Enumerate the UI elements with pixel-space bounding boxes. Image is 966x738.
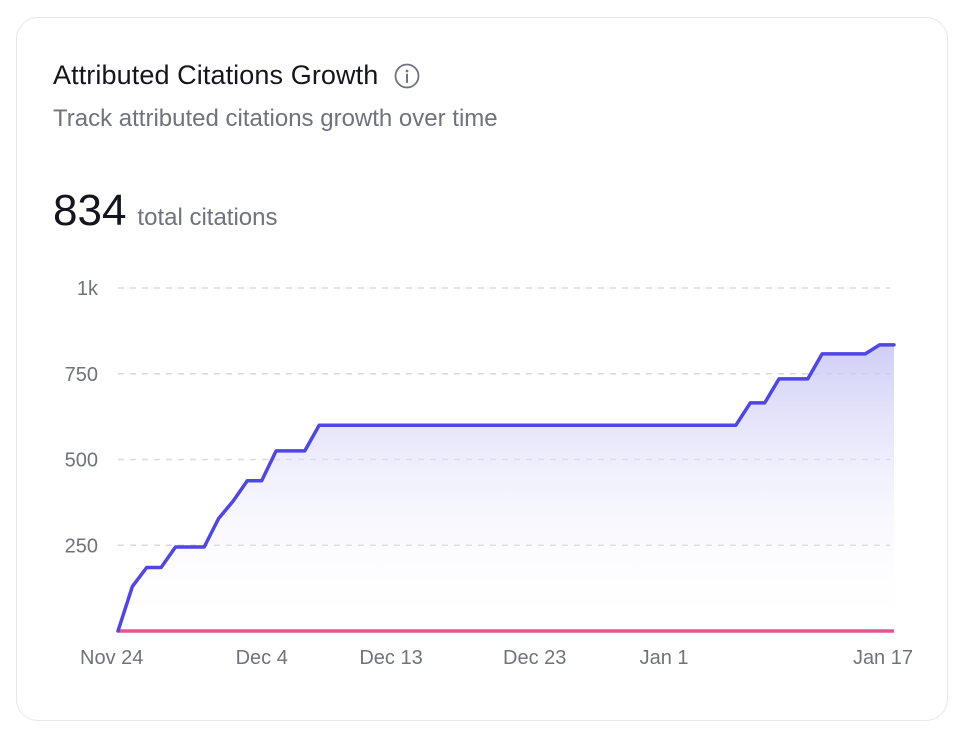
x-tick-label: Jan 17 — [853, 647, 913, 669]
card-subtitle: Track attributed citations growth over t… — [53, 105, 498, 132]
x-tick-label: Dec 4 — [236, 647, 288, 669]
y-axis-ticks: 1k 750 500 250 — [65, 278, 99, 557]
card-title: Attributed Citations Growth — [53, 60, 379, 90]
card-header: Attributed Citations Growth — [53, 60, 420, 91]
y-tick-label: 1k — [77, 278, 99, 300]
info-icon[interactable] — [394, 63, 420, 89]
x-tick-label: Dec 23 — [503, 647, 566, 669]
citations-series-line — [116, 343, 896, 633]
total-citations-label: total citations — [137, 204, 278, 231]
x-tick-label: Jan 1 — [640, 647, 689, 669]
total-summary: 834 total citations — [53, 186, 278, 236]
total-citations-value: 834 — [53, 186, 127, 235]
y-tick-label: 750 — [65, 364, 98, 386]
series-lines — [116, 343, 896, 633]
citations-area — [118, 344, 894, 631]
y-tick-label: 500 — [65, 450, 98, 472]
y-tick-label: 250 — [65, 535, 98, 557]
x-tick-label: Dec 13 — [359, 647, 422, 669]
area-fill — [118, 344, 894, 631]
x-axis-ticks: Nov 24 Dec 4 Dec 13 Dec 23 Jan 1 Jan 17 — [80, 647, 913, 669]
x-tick-label: Nov 24 — [80, 647, 143, 669]
